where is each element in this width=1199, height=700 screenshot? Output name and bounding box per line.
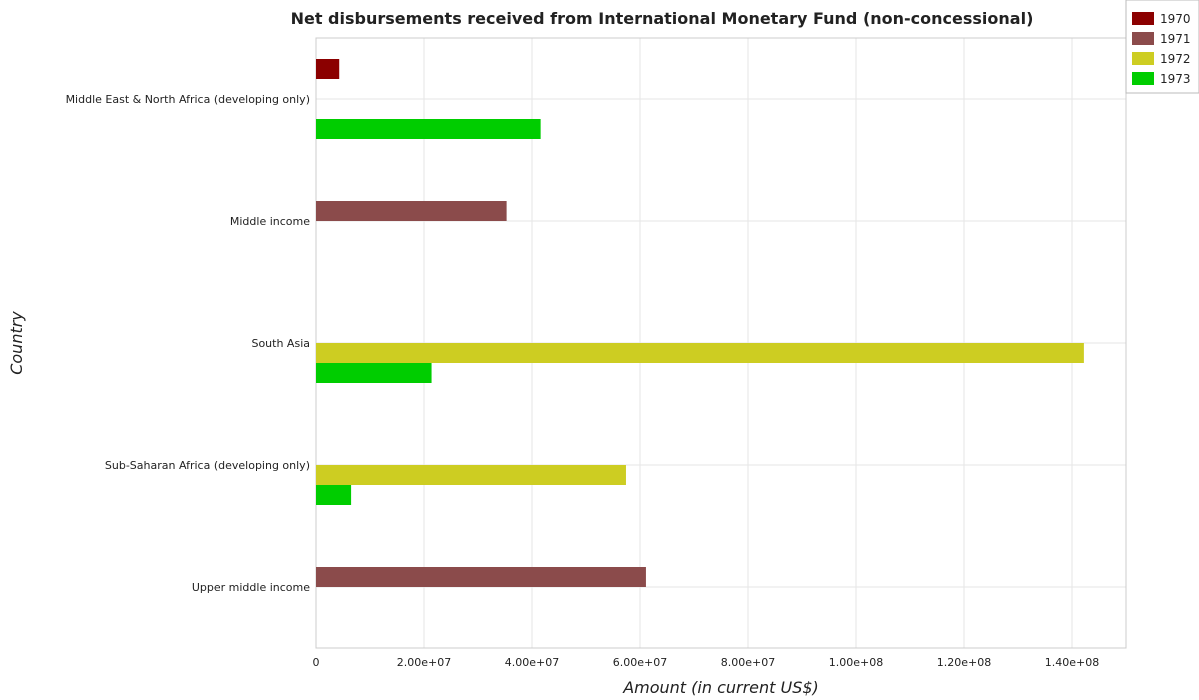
x-tick-label: 0 (313, 656, 320, 669)
legend-label: 1972 (1160, 52, 1191, 66)
x-ticks: 0 2.00e+07 4.00e+07 6.00e+07 8.00e+07 1.00e+0… (313, 656, 1100, 669)
bar (316, 201, 507, 221)
y-axis-label: Country (7, 311, 26, 375)
x-axis-label: Amount (in current US$) (622, 678, 819, 697)
bar (316, 485, 352, 505)
y-tick-label: Middle income (230, 215, 310, 228)
bar (316, 465, 626, 485)
x-tick-label: 1.20e+08 (937, 656, 991, 669)
y-tick-label: Upper middle income (192, 581, 310, 594)
x-tick-label: 1.40e+08 (1045, 656, 1099, 669)
bar (316, 567, 646, 587)
bars (316, 59, 1084, 587)
legend-label: 1971 (1160, 32, 1191, 46)
legend-label: 1970 (1160, 12, 1191, 26)
legend-swatch (1132, 52, 1154, 65)
x-tick-label: 1.00e+08 (829, 656, 883, 669)
bar (316, 363, 432, 383)
bar (316, 343, 1084, 363)
legend-swatch (1132, 72, 1154, 85)
x-tick-label: 4.00e+07 (505, 656, 559, 669)
legend: 1970 1971 1972 1973 (1125, 0, 1199, 94)
x-tick-label: 2.00e+07 (397, 656, 451, 669)
y-ticks: Middle East & North Africa (developing o… (66, 93, 311, 594)
legend-swatch (1132, 12, 1154, 25)
y-tick-label: Sub-Saharan Africa (developing only) (105, 459, 310, 472)
x-tick-label: 6.00e+07 (613, 656, 667, 669)
chart-title: Net disbursements received from Internat… (291, 9, 1034, 28)
bar (316, 119, 541, 139)
legend-swatch (1132, 32, 1154, 45)
legend-label: 1973 (1160, 72, 1191, 86)
y-tick-label: South Asia (251, 337, 310, 350)
bar (316, 59, 340, 79)
y-tick-label: Middle East & North Africa (developing o… (66, 93, 310, 106)
x-tick-label: 8.00e+07 (721, 656, 775, 669)
